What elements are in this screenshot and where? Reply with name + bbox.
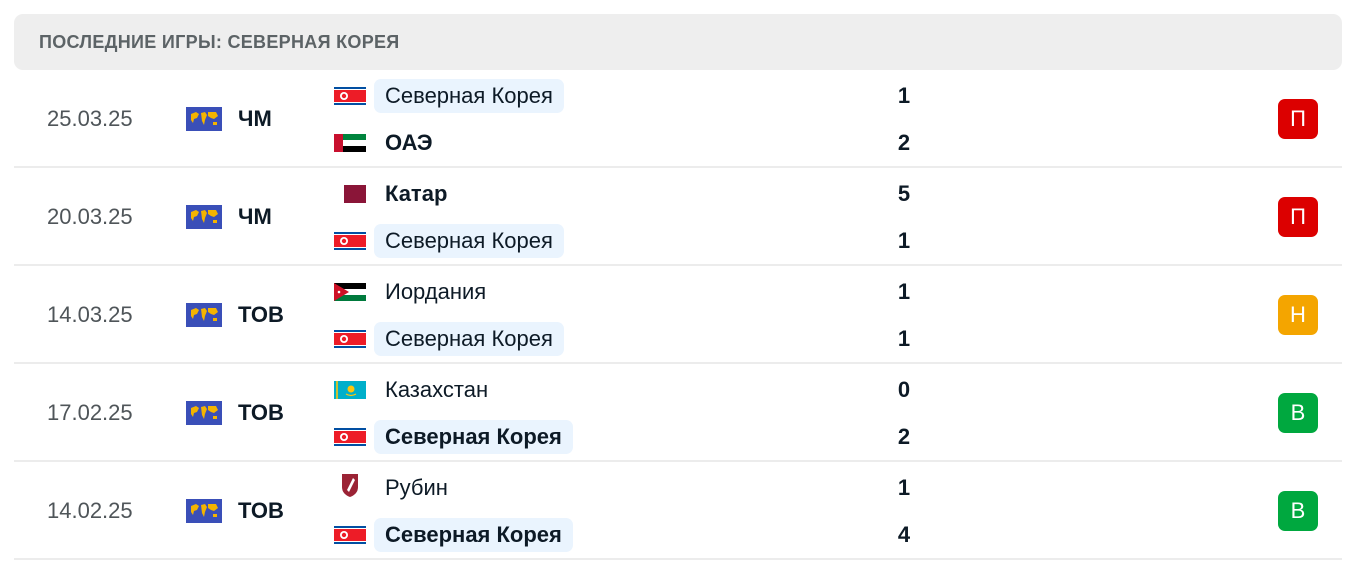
team-name: Северная Корея [374, 224, 564, 258]
north-korea-flag-icon [334, 87, 366, 105]
team-away[interactable]: ОАЭ [334, 125, 444, 161]
competition-label: ТОВ [238, 498, 284, 523]
home-score: 0 [897, 377, 911, 402]
team-name: Северная Корея [374, 420, 573, 454]
team-name: ОАЭ [385, 130, 433, 155]
away-score: 1 [897, 326, 911, 351]
section-title: ПОСЛЕДНИЕ ИГРЫ: СЕВЕРНАЯ КОРЕЯ [39, 31, 400, 52]
team-home[interactable]: Казахстан [334, 372, 499, 408]
north-korea-flag-icon [334, 232, 366, 250]
home-score: 5 [897, 181, 911, 206]
result-badge: П [1278, 99, 1318, 139]
jordan-flag-icon [334, 283, 366, 301]
team-home[interactable]: Катар [334, 176, 458, 212]
team-name: Катар [385, 181, 448, 206]
uae-flag-icon [334, 134, 366, 152]
world-map-icon [186, 499, 222, 523]
home-score: 1 [897, 83, 911, 108]
match-date: 17.02.25 [47, 400, 133, 425]
away-score: 2 [897, 130, 911, 155]
competition-label: ТОВ [238, 302, 284, 327]
team-name: Рубин [385, 475, 448, 500]
team-name: Казахстан [385, 377, 489, 402]
match-date: 25.03.25 [47, 106, 133, 131]
team-away[interactable]: Северная Корея [334, 223, 564, 259]
result-badge: В [1278, 491, 1318, 531]
match-row[interactable]: 14.03.25 ТОВ Иордания Северная Корея 1 1… [14, 266, 1342, 364]
qatar-flag-icon [334, 185, 366, 203]
team-away[interactable]: Северная Корея [334, 321, 564, 357]
north-korea-flag-icon [334, 526, 366, 544]
world-map-icon [186, 401, 222, 425]
team-away[interactable]: Северная Корея [334, 419, 573, 455]
team-name: Северная Корея [374, 518, 573, 552]
competition-label: ТОВ [238, 400, 284, 425]
home-score: 1 [897, 279, 911, 304]
kazakhstan-flag-icon [334, 381, 366, 399]
match-date: 14.03.25 [47, 302, 133, 327]
competition-label: ЧМ [238, 204, 272, 229]
result-badge: Н [1278, 295, 1318, 335]
team-name: Северная Корея [374, 79, 564, 113]
north-korea-flag-icon [334, 428, 366, 446]
home-score: 1 [897, 475, 911, 500]
world-map-icon [186, 107, 222, 131]
away-score: 1 [897, 228, 911, 253]
world-map-icon [186, 303, 222, 327]
competition-label: ЧМ [238, 106, 272, 131]
away-score: 4 [897, 522, 911, 547]
result-badge: П [1278, 197, 1318, 237]
result-badge: В [1278, 393, 1318, 433]
world-map-icon [186, 205, 222, 229]
match-date: 14.02.25 [47, 498, 133, 523]
team-home[interactable]: Северная Корея [334, 78, 564, 114]
away-score: 2 [897, 424, 911, 449]
team-home[interactable]: Рубин [334, 470, 459, 506]
match-row[interactable]: 14.02.25 ТОВ Рубин Северная Корея 1 4 В [14, 462, 1342, 560]
match-row[interactable]: 25.03.25 ЧМ Северная Корея ОАЭ 1 2 П [14, 70, 1342, 168]
team-name: Иордания [385, 279, 487, 304]
match-row[interactable]: 20.03.25 ЧМ Катар Северная Корея 5 1 П [14, 168, 1342, 266]
team-name: Северная Корея [374, 322, 564, 356]
team-home[interactable]: Иордания [334, 274, 497, 310]
match-date: 20.03.25 [47, 204, 133, 229]
section-header: ПОСЛЕДНИЕ ИГРЫ: СЕВЕРНАЯ КОРЕЯ [14, 14, 1342, 70]
rubin-crest-flag-icon [334, 474, 366, 502]
match-row[interactable]: 17.02.25 ТОВ Казахстан Северная Корея 0 … [14, 364, 1342, 462]
north-korea-flag-icon [334, 330, 366, 348]
team-away[interactable]: Северная Корея [334, 517, 573, 553]
